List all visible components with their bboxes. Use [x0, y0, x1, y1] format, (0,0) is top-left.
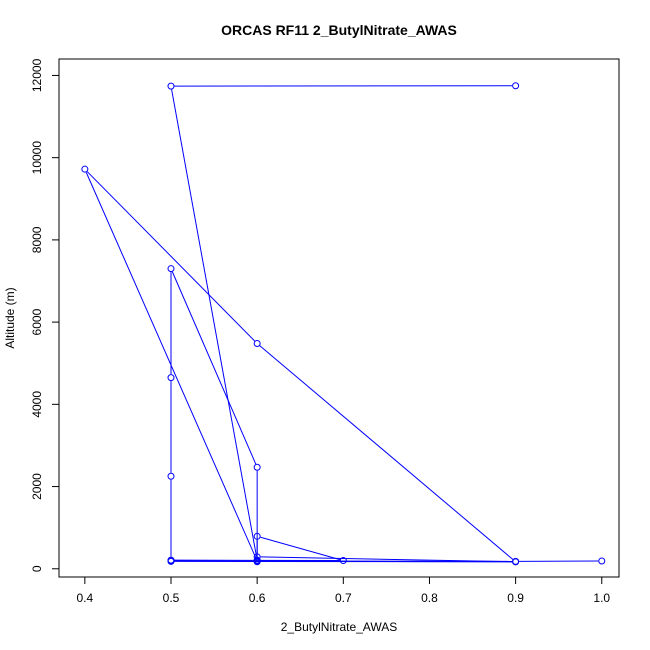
- series-line-segment: [171, 271, 257, 465]
- data-point: [253, 553, 261, 561]
- y-tick-label: 2000: [30, 473, 44, 500]
- series-line-segment: [85, 172, 257, 558]
- chart-title: ORCAS RF11 2_ButylNitrate_AWAS: [221, 22, 457, 38]
- data-point: [512, 82, 520, 90]
- y-tick-label: 8000: [30, 226, 44, 253]
- series-line-segment: [260, 536, 341, 561]
- y-tick-label: 12000: [30, 58, 44, 92]
- data-point: [253, 463, 261, 471]
- data-point: [253, 532, 261, 540]
- x-axis-label: 2_ButylNitrate_AWAS: [281, 620, 398, 634]
- x-tick-label: 0.9: [507, 591, 524, 605]
- x-tick-label: 0.7: [335, 591, 352, 605]
- plot-frame: [58, 58, 620, 578]
- data-point: [167, 557, 175, 565]
- data-point: [167, 374, 175, 382]
- series-line-segment: [171, 89, 258, 557]
- y-tick-label: 0: [30, 565, 44, 572]
- x-tick-label: 0.8: [421, 591, 438, 605]
- x-axis: 0.4 0.5 0.6 0.7 0.8 0.9 1.0: [77, 577, 610, 605]
- data-point: [598, 557, 606, 565]
- x-tick-label: 0.6: [249, 591, 266, 605]
- y-axis-label: Altitude (m): [3, 287, 17, 348]
- data-point: [81, 165, 89, 173]
- y-axis: 0 2000 4000 6000 8000 10000 12000: [30, 58, 59, 572]
- data-point: [253, 557, 261, 565]
- data-point: [339, 557, 347, 565]
- data-point: [167, 82, 175, 90]
- y-tick-label: 6000: [30, 308, 44, 335]
- x-tick-label: 1.0: [593, 591, 610, 605]
- data-point: [512, 557, 520, 565]
- x-tick-label: 0.5: [163, 591, 180, 605]
- y-tick-label: 10000: [30, 141, 44, 175]
- data-point: [167, 265, 175, 273]
- y-tick-label: 4000: [30, 391, 44, 418]
- data-point: [167, 472, 175, 480]
- data-point: [253, 339, 261, 347]
- series-line-segment: [86, 171, 256, 342]
- series-layer: [81, 82, 606, 566]
- series-line-segment: [259, 345, 514, 560]
- x-tick-label: 0.4: [77, 591, 94, 605]
